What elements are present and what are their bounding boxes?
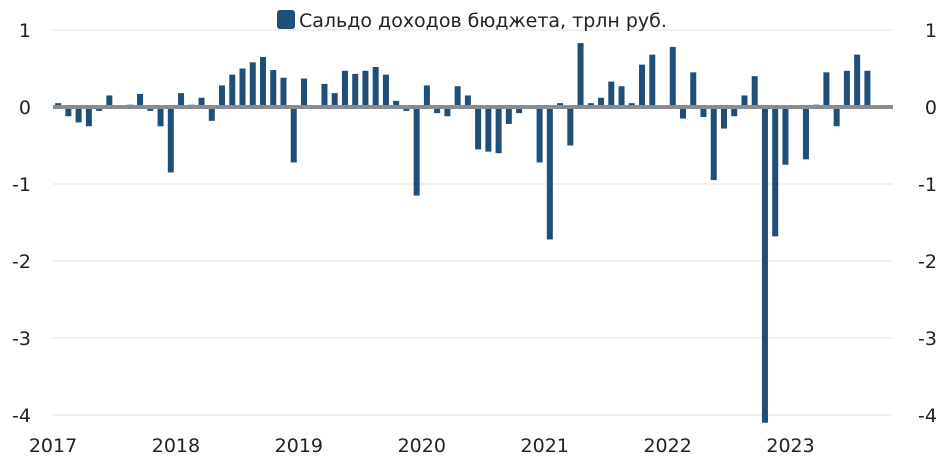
bar [280,77,287,107]
bar [362,70,369,107]
y-tick-label-right: -2 [918,251,937,273]
bar [802,107,809,160]
bar [167,107,174,173]
bar [618,86,625,107]
bar [598,97,605,107]
bar [710,107,717,181]
bar [423,85,430,107]
bars [55,43,871,423]
bar [393,100,400,107]
x-tick-label: 2021 [521,435,569,457]
y-axis-right: 1 0 -1 -2 -3 -4 [918,20,937,427]
bar [249,62,256,107]
bar [198,97,205,107]
bar [608,81,615,107]
bar [567,107,574,146]
bar [485,107,492,152]
bar [669,46,676,107]
bar [720,107,727,129]
bar [823,72,830,107]
x-tick-label: 2023 [766,435,814,457]
bar [321,83,328,107]
bar [85,107,92,127]
bar [229,74,236,107]
y-tick-label-left: -1 [12,174,31,196]
bar [178,93,185,107]
bar [434,107,441,114]
bar [475,107,482,150]
y-tick-label-right: -3 [918,328,937,350]
bar [65,107,72,117]
bar [864,70,871,107]
y-tick-label-left: -3 [12,328,31,350]
legend-swatch [277,10,295,29]
bar [516,107,523,114]
bar [454,86,461,107]
bar [260,56,266,107]
bar [782,107,789,165]
bar [495,107,502,154]
bar [137,93,144,107]
y-axis-left: 1 0 -1 -2 -3 -4 [12,20,31,427]
x-axis: 2017 2018 2019 2020 2021 2022 2023 [29,435,815,457]
bar [464,95,471,107]
x-tick-label: 2017 [29,435,77,457]
bar [649,54,656,107]
x-tick-label: 2020 [398,435,446,457]
x-tick-label: 2018 [152,435,200,457]
y-tick-label-left: -4 [12,405,31,427]
bar [577,43,584,107]
y-tick-label-left: -2 [12,251,31,273]
y-tick-label-right: 0 [925,97,937,119]
x-tick-label: 2022 [643,435,691,457]
bar [106,95,113,107]
bar [270,70,277,107]
gridlines [53,29,893,416]
y-tick-label-right: 1 [925,20,937,42]
bar [331,93,338,107]
bar [731,107,738,117]
bar [413,107,420,196]
bar [290,107,297,163]
bar [157,107,164,127]
bar [372,66,379,107]
bar [300,78,307,107]
bar [341,70,348,107]
bar [680,107,686,119]
bar [639,64,646,107]
legend: Сальдо доходов бюджета, трлн руб. [277,10,667,32]
x-tick-label: 2019 [275,435,323,457]
y-tick-label-right: -4 [918,405,937,427]
legend-label: Сальдо доходов бюджета, трлн руб. [299,10,667,32]
bar [444,107,451,117]
bar [352,73,359,107]
bar [505,107,512,124]
bar [741,95,748,107]
bar [700,107,707,118]
bar [751,76,758,107]
bar [208,107,215,121]
y-tick-label-left: 0 [19,97,31,119]
bar [772,107,779,237]
bar [761,107,768,423]
y-tick-label-left: 1 [19,20,31,42]
bar [690,72,697,107]
bar [843,70,850,107]
bar [382,74,389,107]
bar [546,107,553,240]
bar [833,107,840,127]
bar [239,68,246,107]
y-tick-label-right: -1 [918,174,937,196]
bar [536,107,543,163]
bar [219,85,226,107]
bar [854,54,861,107]
bar [75,107,82,123]
